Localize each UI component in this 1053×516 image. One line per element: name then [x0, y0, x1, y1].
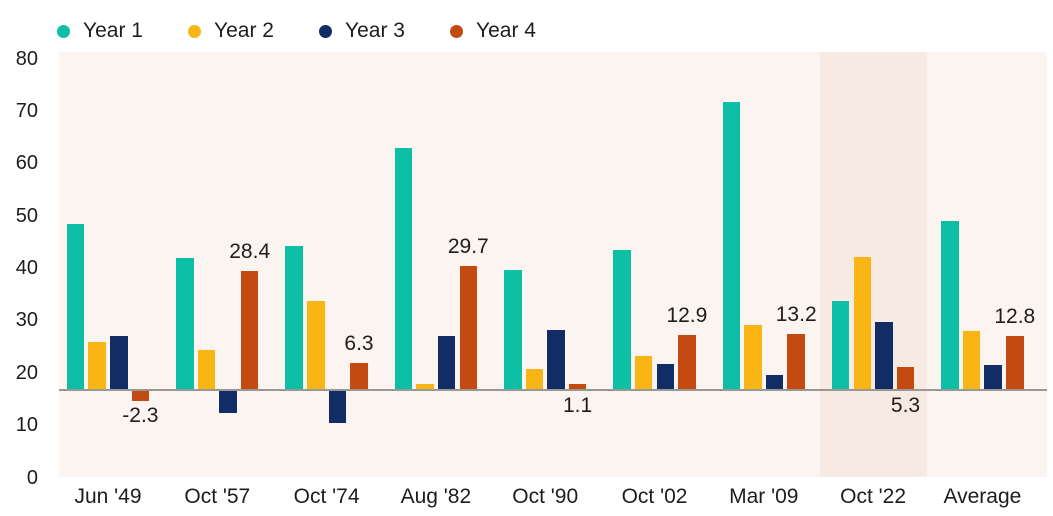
y-tick-60: 60	[15, 152, 38, 175]
bar-year2-aug82	[416, 384, 434, 389]
bar-year3-oct90	[547, 330, 565, 389]
bar-year3-mar09	[765, 375, 784, 389]
bar-year2-oct57	[197, 350, 216, 389]
bar-year3-oct22	[875, 322, 893, 389]
bar-year1-jun49	[66, 224, 85, 389]
x-label-oct57: Oct '57	[184, 485, 251, 508]
legend-label: Year 3	[345, 19, 405, 42]
bar-year1-oct90	[504, 270, 522, 389]
y-tick-40: 40	[15, 257, 38, 279]
legend-item-year-2: Year 2	[188, 18, 274, 44]
legend-dot-icon	[319, 24, 332, 38]
y-tick-10: 10	[15, 414, 38, 437]
x-label-oct02: Oct '02	[621, 485, 688, 508]
legend-label: Year 4	[476, 19, 536, 42]
bar-year1-oct74	[285, 246, 303, 389]
x-label-mar09: Mar '09	[729, 485, 799, 508]
bar-year2-jun49	[88, 342, 106, 389]
data-label-29.7: 29.7	[447, 235, 489, 258]
bar-year2-oct90	[525, 369, 544, 389]
y-tick-80: 80	[15, 47, 38, 70]
bar-year3-average	[984, 365, 1002, 389]
data-label--2.3: -2.3	[122, 404, 159, 427]
bar-year2-oct74	[307, 301, 325, 389]
x-label-jun49: Jun '49	[74, 485, 142, 508]
bar-year3-aug82	[437, 336, 456, 389]
bar-year3-oct02	[656, 364, 675, 389]
data-label-12.9: 12.9	[666, 304, 708, 327]
data-label-13.2: 13.2	[775, 303, 817, 326]
bar-year4-oct57	[240, 271, 259, 389]
legend-dot-icon	[450, 24, 463, 38]
y-tick-70: 70	[15, 99, 38, 122]
legend-item-year-4: Year 4	[450, 18, 536, 44]
bar-year4-aug82	[459, 266, 478, 389]
data-label-12.8: 12.8	[994, 305, 1036, 328]
legend-dot-icon	[57, 24, 70, 38]
legend-item-year-3: Year 3	[319, 18, 405, 44]
data-label-1.1: 1.1	[562, 394, 593, 417]
bar-year4-oct90	[568, 384, 587, 389]
bar-year4-jun49	[131, 391, 150, 401]
x-label-oct90: Oct '90	[512, 485, 579, 508]
bar-year2-oct02	[634, 356, 653, 389]
legend-item-year-1: Year 1	[57, 18, 143, 44]
legend-dot-icon	[188, 24, 201, 38]
bar-year4-oct22	[896, 367, 915, 389]
bar-year4-mar09	[787, 334, 805, 389]
bar-year4-average	[1006, 336, 1024, 389]
bar-year2-average	[962, 331, 981, 389]
legend-label: Year 1	[83, 19, 143, 42]
bar-year2-mar09	[744, 325, 762, 389]
bar-year4-oct74	[350, 363, 368, 389]
bar-year4-oct02	[678, 335, 696, 389]
x-label-aug82: Aug '82	[400, 485, 472, 508]
y-tick-20: 20	[15, 361, 38, 384]
data-label-28.4: 28.4	[229, 240, 271, 263]
bar-year3-jun49	[110, 336, 128, 389]
bar-year2-oct22	[853, 257, 872, 389]
bar-year3-oct57	[219, 391, 237, 413]
y-tick-30: 30	[15, 309, 38, 332]
highlight-band-oct-22	[819, 52, 927, 477]
x-label-oct22: Oct '22	[840, 485, 907, 508]
legend-label: Year 2	[214, 19, 274, 42]
bar-year1-oct02	[613, 250, 631, 389]
bar-year1-average	[941, 221, 959, 389]
data-label-5.3: 5.3	[890, 394, 921, 417]
x-label-oct74: Oct '74	[293, 485, 360, 508]
y-tick-50: 50	[15, 204, 38, 227]
bar-year1-mar09	[722, 102, 741, 389]
data-label-6.3: 6.3	[344, 332, 374, 355]
x-label-average: Average	[943, 485, 1022, 508]
bar-year1-aug82	[394, 148, 413, 389]
bar-year1-oct57	[176, 258, 194, 389]
bar-year3-oct74	[328, 391, 347, 423]
bar-year1-oct22	[831, 301, 850, 389]
x-axis-line	[59, 389, 1047, 391]
y-tick-0: 0	[26, 466, 38, 489]
